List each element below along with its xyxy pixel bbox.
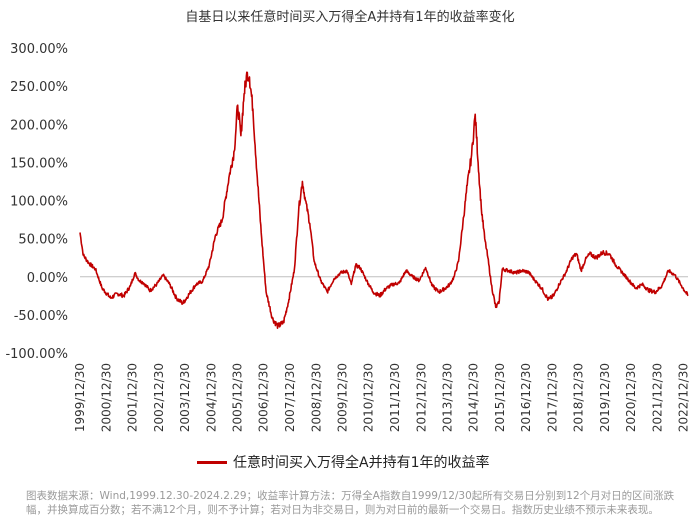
- y-tick-label: -50.00%: [14, 309, 68, 324]
- x-tick-label: 2011/12/30: [388, 363, 402, 432]
- legend: 任意时间买入万得全A并持有1年的收益率: [197, 452, 489, 472]
- x-tick-label: 2014/12/30: [467, 363, 481, 432]
- x-tick-label: 2004/12/30: [204, 363, 218, 432]
- chart-title: 自基日以来任意时间买入万得全A并持有1年的收益率变化: [185, 10, 515, 25]
- x-tick-label: 2001/12/30: [126, 363, 140, 432]
- plot-area: [79, 71, 689, 329]
- y-tick-label: 50.00%: [18, 233, 68, 248]
- x-tick-label: 2013/12/30: [440, 363, 454, 432]
- x-tick-label: 2008/12/30: [309, 363, 323, 432]
- legend-swatch: [197, 460, 227, 464]
- y-tick-label: 0.00%: [27, 271, 68, 286]
- x-tick-label: 2000/12/30: [99, 363, 113, 432]
- y-tick-label: 150.00%: [10, 156, 68, 171]
- x-tick-label: 2019/12/30: [598, 363, 612, 432]
- x-tick-label: 2015/12/30: [493, 363, 507, 432]
- x-tick-label: 1999/12/30: [73, 363, 87, 432]
- x-tick-label: 2016/12/30: [519, 363, 533, 432]
- x-tick-label: 2020/12/30: [624, 363, 638, 432]
- x-tick-label: 2012/12/30: [414, 363, 428, 432]
- x-tick-label: 2017/12/30: [545, 363, 559, 432]
- x-tick-label: 2010/12/30: [362, 363, 376, 432]
- y-tick-label: 250.00%: [10, 80, 68, 95]
- footnote: 图表数据来源：Wind,1999.12.30-2024.2.29；收益率计算方法…: [26, 490, 675, 516]
- x-tick-label: 2003/12/30: [178, 363, 192, 432]
- series-line: [79, 71, 689, 329]
- x-tick-label: 2005/12/30: [231, 363, 245, 432]
- y-tick-label: 300.00%: [10, 42, 68, 57]
- x-tick-label: 2018/12/30: [572, 363, 586, 432]
- x-tick-label: 2021/12/30: [650, 363, 664, 432]
- y-tick-label: 200.00%: [10, 118, 68, 133]
- x-tick-label: 2022/12/30: [677, 363, 691, 432]
- y-tick-label: -100.00%: [5, 347, 68, 362]
- y-axis: 300.00% 250.00% 200.00% 150.00% 100.00% 50.00…: [5, 42, 68, 362]
- legend-label: 任意时间买入万得全A并持有1年的收益率: [233, 455, 490, 471]
- x-tick-label: 2006/12/30: [257, 363, 271, 432]
- x-tick-label: 2009/12/30: [336, 363, 350, 432]
- x-tick-label: 2002/12/30: [152, 363, 166, 432]
- x-tick-label: 2007/12/30: [283, 363, 297, 432]
- x-axis: 1999/12/30 2000/12/30 2001/12/30 2002/12/30…: [73, 276, 691, 432]
- y-tick-label: 100.00%: [10, 195, 68, 210]
